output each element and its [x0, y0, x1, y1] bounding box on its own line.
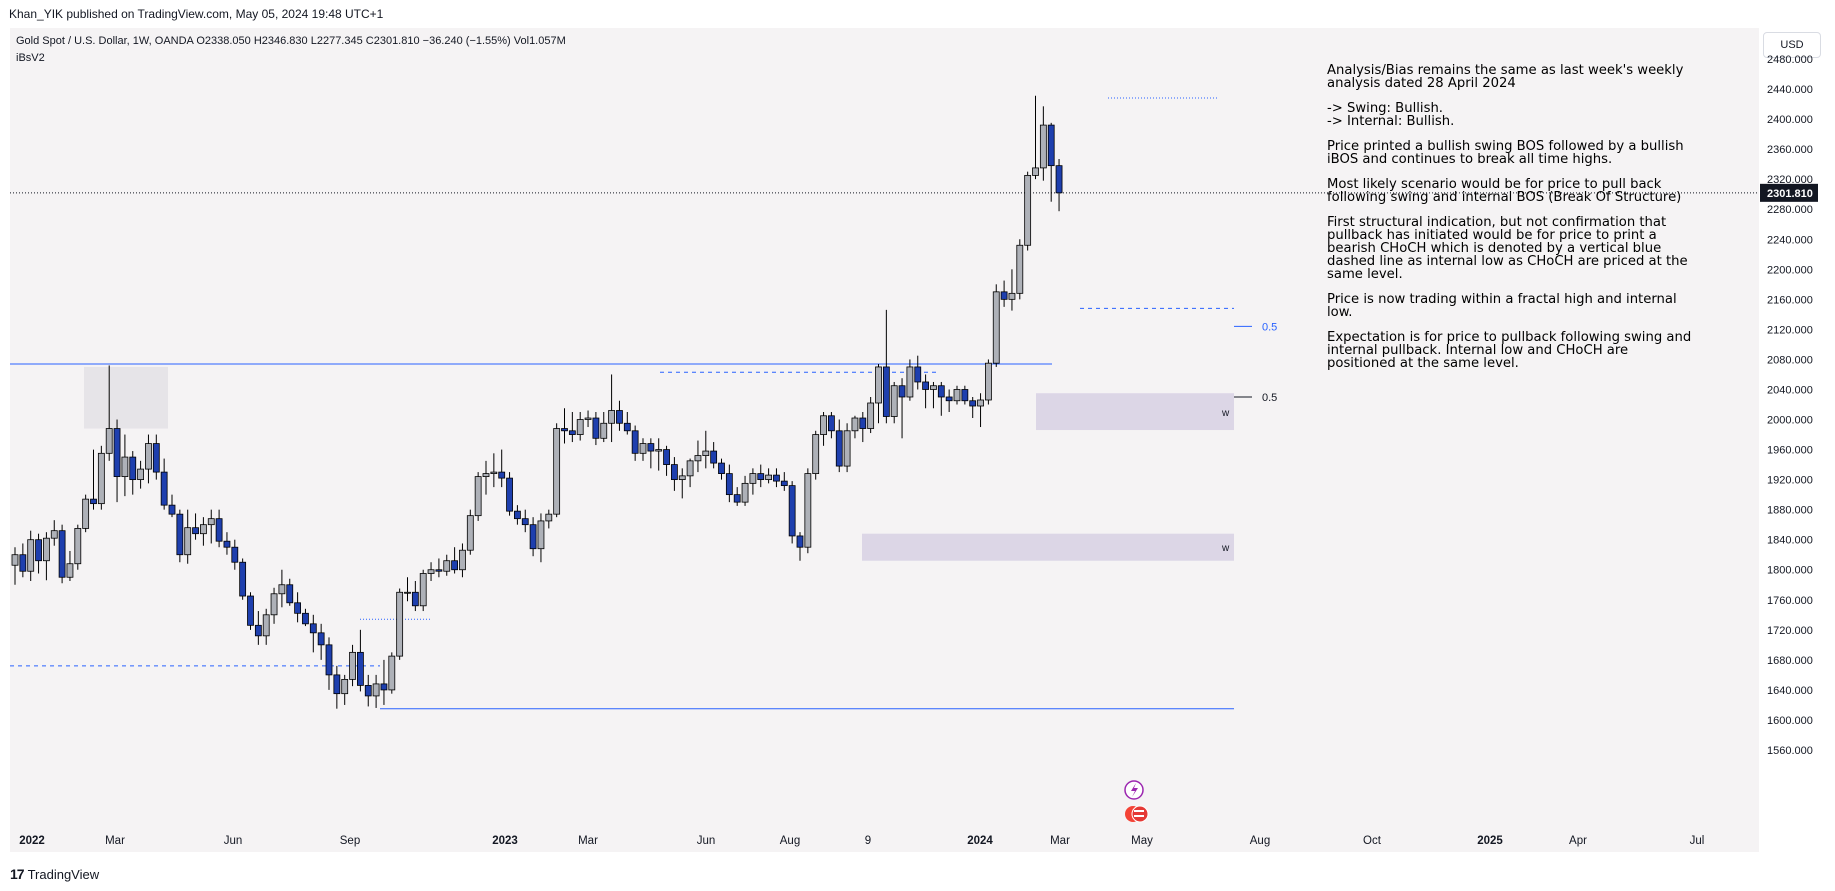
- publication-header: Khan_YIK published on TradingView.com, M…: [0, 0, 1835, 28]
- analysis-paragraph: Analysis/Bias remains the same as last w…: [1327, 63, 1684, 91]
- analysis-paragraph: Price printed a bullish swing BOS follow…: [1327, 139, 1684, 167]
- footer-brand[interactable]: 17 TradingView: [10, 866, 99, 882]
- analysis-paragraph: -> Swing: Bullish. -> Internal: Bullish.: [1327, 101, 1455, 129]
- indicator-legend[interactable]: iBsV2: [16, 52, 45, 64]
- analysis-paragraph: Price is now trading within a fractal hi…: [1327, 292, 1677, 320]
- analysis-note: Analysis/Bias remains the same as last w…: [1327, 64, 1699, 382]
- analysis-paragraph: Expectation is for price to pullback fol…: [1327, 330, 1692, 371]
- price-axis[interactable]: [1759, 28, 1835, 852]
- footer-brand-label: TradingView: [27, 866, 100, 882]
- symbol-legend[interactable]: Gold Spot / U.S. Dollar, 1W, OANDA O2338…: [16, 35, 566, 47]
- tradingview-logo-icon: 17: [10, 866, 25, 882]
- analysis-paragraph: Most likely scenario would be for price …: [1327, 177, 1682, 205]
- analysis-paragraph: First structural indication, but not con…: [1327, 215, 1688, 282]
- published-by-text: Khan_YIK published on TradingView.com, M…: [9, 7, 384, 21]
- currency-button[interactable]: USD: [1763, 32, 1821, 58]
- chart-pane[interactable]: [10, 28, 1759, 852]
